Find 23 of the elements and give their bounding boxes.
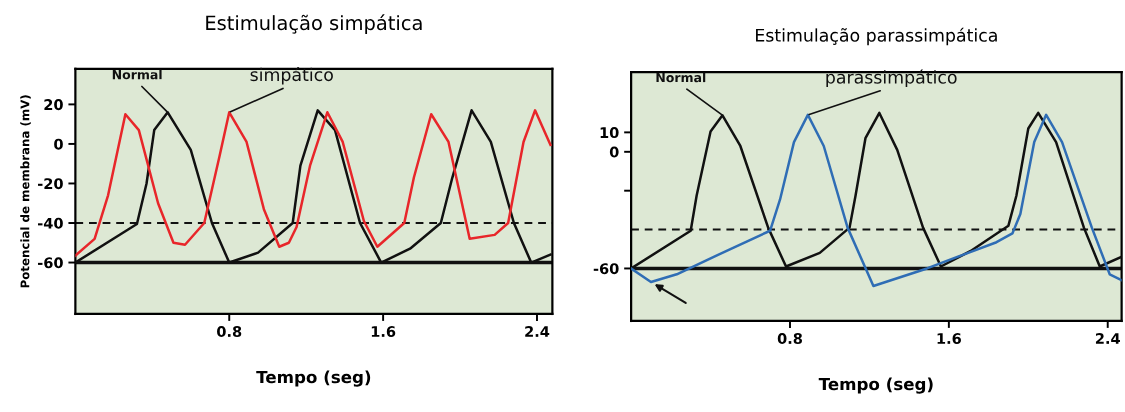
x-tick-label: 1.6 — [937, 333, 961, 345]
y-tick-label: -60 — [38, 257, 63, 269]
series-label: parassimpático — [826, 69, 957, 88]
x-tick-label: 0.8 — [777, 333, 802, 345]
x-tick-label: 1.6 — [371, 326, 396, 338]
text: Normal — [656, 72, 706, 83]
y-tick-label: 0 — [609, 146, 619, 158]
x-tick-label: 2.4 — [1095, 333, 1120, 344]
chart-title: Estimulação parassimpática — [756, 27, 997, 46]
x-tick-label: 2.4 — [525, 326, 550, 337]
y-tick-label: 0 — [54, 138, 63, 150]
x-axis-title: Tempo (seg) — [818, 377, 933, 394]
chart-title: Estimulação simpática — [206, 14, 422, 34]
series-label: simpático — [250, 67, 333, 85]
x-tick-label: 0.8 — [217, 326, 242, 338]
y-tick-label: -60 — [593, 263, 619, 275]
y-tick-label: 10 — [600, 127, 619, 139]
y-axis-title: Potencial de membrana (mV) — [20, 95, 31, 288]
y-tick-label: 20 — [44, 99, 63, 111]
text: Normal — [112, 69, 162, 80]
x-axis-title: Tempo (seg) — [256, 370, 371, 387]
y-tick-label: -40 — [38, 217, 63, 229]
y-tick-label: -20 — [38, 178, 63, 190]
